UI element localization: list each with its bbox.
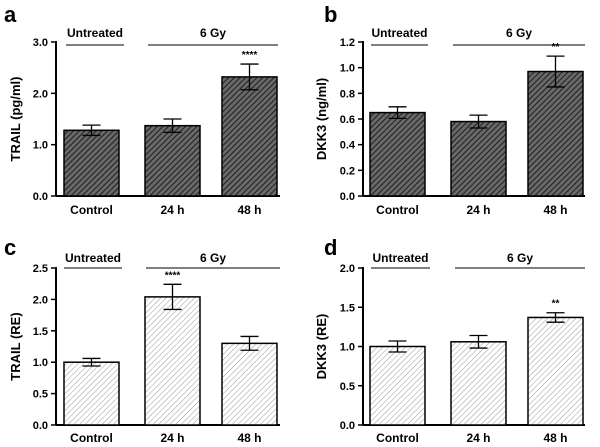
y-axis-label: TRAIL (RE) — [8, 312, 23, 380]
bar-2 — [527, 70, 584, 197]
chart-panel-c: c Untreated 6 Gy 0.0 0.5 1.0 1.5 2.0 2.5 TRAIL (R… — [4, 235, 280, 445]
bar-1 — [450, 120, 507, 197]
y-tick-label: 0.0 — [340, 191, 355, 203]
significance-label: ** — [552, 299, 560, 310]
y-tick-label: 1.5 — [33, 326, 48, 338]
y-tick-label: 2.0 — [33, 88, 48, 100]
y-tick-label: 0.0 — [33, 420, 48, 432]
x-tick-label: Control — [376, 203, 419, 217]
chart-panel-d: d Untreated 6 Gy 0.0 0.5 1.0 1.5 2.0 DKK3 (RE) Co… — [314, 235, 585, 445]
y-tick-label: 1.0 — [33, 140, 48, 152]
panel-letter: c — [4, 235, 16, 260]
x-tick-label: Control — [376, 431, 419, 445]
y-tick-label: 0.5 — [33, 389, 48, 401]
panel-letter: b — [324, 2, 337, 27]
significance-label: ** — [552, 42, 560, 53]
y-tick-label: 2.0 — [33, 294, 48, 306]
y-tick-label: 0.5 — [340, 381, 355, 393]
y-tick-label: 0.8 — [340, 88, 355, 100]
group-label-untreated: Untreated — [372, 251, 428, 265]
y-tick-label: 2.0 — [340, 263, 355, 275]
bar-1 — [144, 296, 201, 426]
x-tick-label: 24 h — [466, 431, 490, 445]
group-label-6gy: 6 Gy — [507, 251, 533, 265]
bar-2 — [527, 316, 584, 426]
group-label-untreated: Untreated — [65, 251, 121, 265]
x-tick-label: 48 h — [543, 203, 567, 217]
group-label-6gy: 6 Gy — [506, 26, 532, 40]
chart-panel-a: a Untreated 6 Gy 0.0 1.0 2.0 3.0 TRAIL (pg/ml) C… — [4, 2, 280, 217]
group-label-6gy: 6 Gy — [200, 251, 226, 265]
y-tick-label: 0.0 — [340, 420, 355, 432]
group-label-untreated: Untreated — [371, 26, 427, 40]
y-axis-label: DKK3 (RE) — [314, 314, 329, 380]
y-tick-label: 0.2 — [340, 165, 355, 177]
significance-label: **** — [165, 270, 181, 281]
y-tick-label: 1.5 — [340, 302, 355, 314]
panel-letter: d — [324, 235, 337, 260]
bar-1 — [450, 341, 507, 426]
y-tick-label: 2.5 — [33, 263, 48, 275]
panel-letter: a — [4, 2, 17, 27]
y-axis-label: TRAIL (pg/ml) — [8, 77, 23, 162]
y-tick-label: 0.6 — [340, 114, 355, 126]
x-tick-label: 48 h — [543, 431, 567, 445]
x-tick-label: 24 h — [160, 203, 184, 217]
bar-2 — [221, 76, 278, 197]
bar-0 — [63, 361, 120, 426]
x-tick-label: 24 h — [160, 431, 184, 445]
chart-panel-b: b Untreated 6 Gy 0.0 0.2 0.4 0.6 0.8 1.0 1.2 DKK3 … — [314, 2, 585, 217]
y-tick-label: 3.0 — [33, 37, 48, 49]
x-tick-label: 24 h — [466, 203, 490, 217]
y-tick-label: 0.4 — [340, 140, 356, 152]
x-tick-label: 48 h — [237, 203, 261, 217]
y-tick-label: 1.0 — [340, 342, 355, 354]
group-label-untreated: Untreated — [67, 26, 123, 40]
bar-0 — [369, 345, 426, 426]
bar-1 — [144, 124, 201, 197]
x-tick-label: 48 h — [237, 431, 261, 445]
y-axis-label: DKK3 (ng/ml) — [314, 78, 329, 160]
y-tick-label: 1.2 — [340, 37, 355, 49]
group-label-6gy: 6 Gy — [200, 26, 226, 40]
y-tick-label: 1.0 — [340, 63, 355, 75]
y-tick-label: 1.0 — [33, 357, 48, 369]
bar-2 — [221, 342, 278, 426]
x-tick-label: Control — [70, 431, 113, 445]
bar-0 — [369, 111, 426, 197]
significance-label: **** — [242, 50, 258, 61]
bar-0 — [63, 129, 120, 197]
y-tick-label: 0.0 — [33, 191, 48, 203]
x-tick-label: Control — [70, 203, 113, 217]
